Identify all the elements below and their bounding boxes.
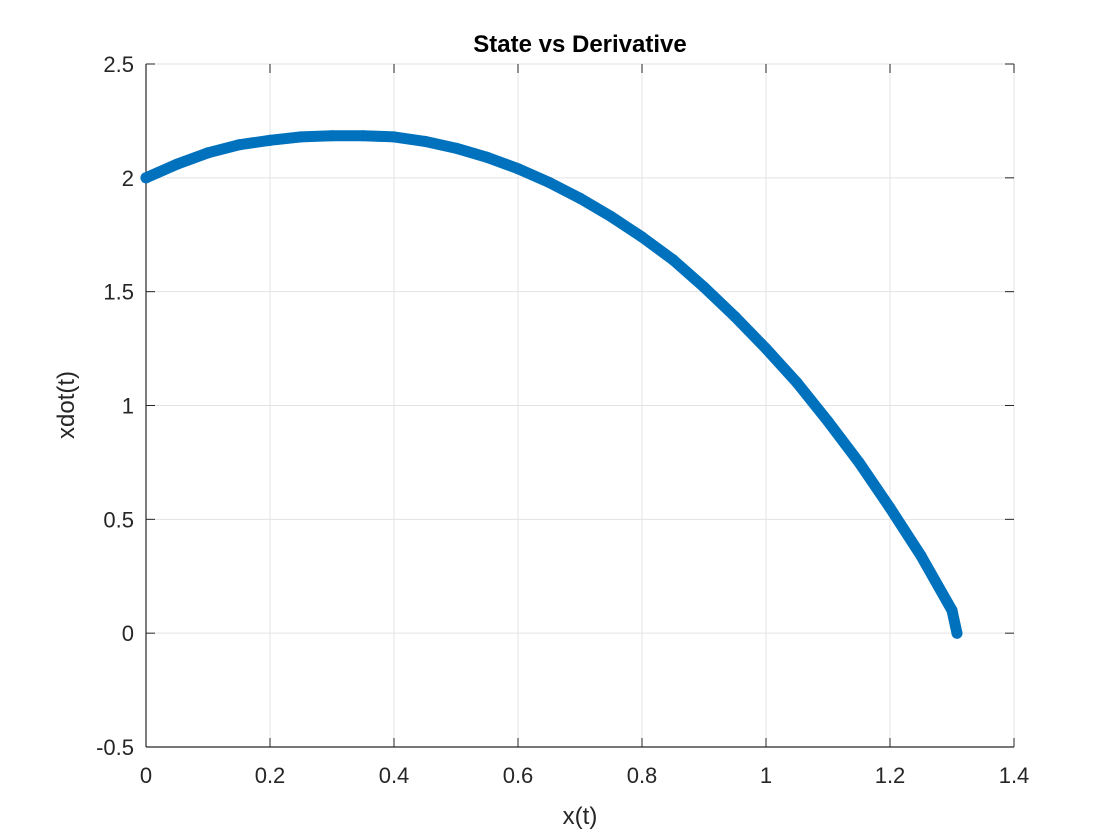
y-axis-label: xdot(t)	[53, 371, 80, 439]
y-tick-label: 1	[122, 394, 134, 419]
data-point	[543, 176, 555, 188]
x-tick-label: 0.2	[255, 763, 286, 788]
data-point	[729, 311, 741, 323]
data-point	[822, 415, 834, 427]
x-tick-label: 1	[760, 763, 772, 788]
data-point	[605, 211, 617, 222]
data-point	[951, 627, 963, 639]
data-point	[295, 131, 307, 143]
y-tick-label: 1.5	[103, 280, 134, 305]
data-point	[853, 456, 865, 468]
data-point	[791, 377, 803, 389]
data-point	[946, 604, 958, 616]
y-tick-label: -0.5	[96, 735, 134, 760]
data-point	[264, 134, 276, 146]
data-point	[326, 130, 338, 142]
data-point	[915, 550, 927, 562]
data-point	[140, 172, 152, 184]
y-tick-label: 2.5	[103, 52, 134, 77]
x-axis-label: x(t)	[563, 803, 598, 830]
data-point	[760, 343, 772, 355]
data-point	[698, 281, 710, 293]
data-point	[419, 135, 431, 147]
y-tick-label: 2	[122, 166, 134, 191]
chart-title: State vs Derivative	[473, 31, 686, 58]
x-tick-label: 0.4	[379, 763, 410, 788]
x-tick-label: 0.8	[627, 763, 658, 788]
data-point	[450, 142, 462, 154]
data-point	[884, 502, 896, 514]
data-point	[512, 163, 524, 175]
y-tick-label: 0.5	[103, 507, 134, 532]
data-point	[636, 231, 648, 243]
x-tick-label: 0.6	[503, 763, 534, 788]
x-tick-label: 1.4	[999, 763, 1030, 788]
data-point	[388, 131, 400, 143]
tick-labels: 0 0.2 0.4 0.6 0.8 1 1.2 1.4-0.500.511.522.5	[96, 52, 1029, 788]
data-point	[171, 158, 183, 170]
data-point	[481, 151, 493, 163]
data-series	[140, 130, 963, 639]
x-tick-label: 1.2	[875, 763, 906, 788]
data-point	[357, 130, 369, 142]
data-point	[233, 139, 245, 151]
y-tick-label: 0	[122, 621, 134, 646]
data-point	[574, 192, 586, 204]
series-line	[140, 130, 963, 639]
data-point	[202, 147, 214, 159]
x-tick-label: 0	[140, 763, 152, 788]
data-point	[667, 254, 679, 266]
